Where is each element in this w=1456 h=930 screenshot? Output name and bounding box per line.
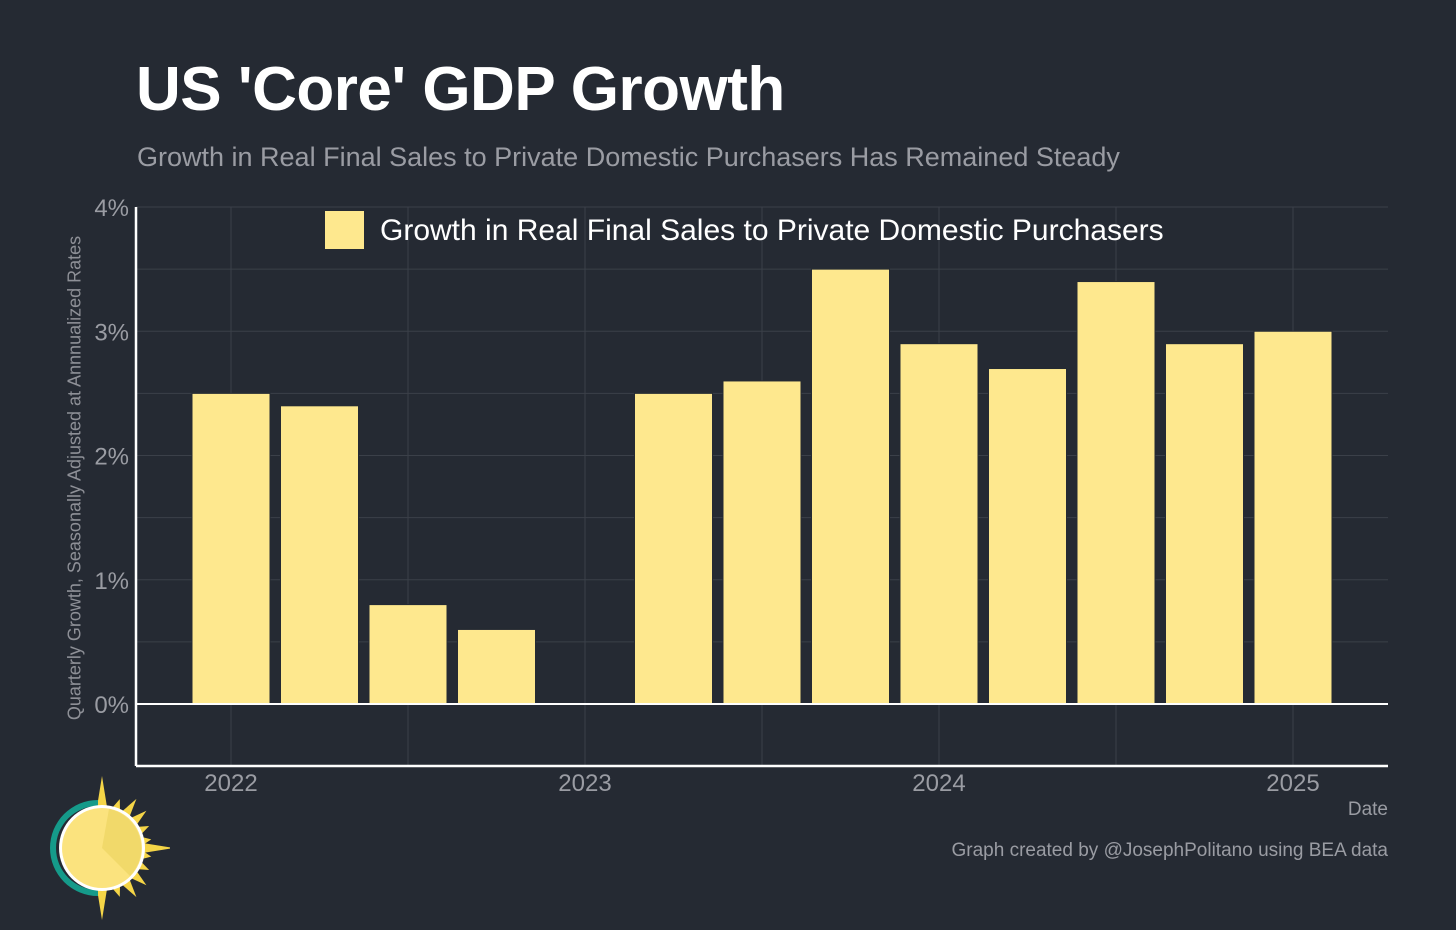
- bar-2024-q4: [1165, 343, 1244, 705]
- sun-logo-icon: [50, 776, 170, 920]
- x-tick-label: 2025: [1266, 770, 1319, 797]
- y-tick-label: 4%: [94, 195, 129, 222]
- sun-ray: [96, 776, 108, 811]
- bar-2025-q1: [1253, 330, 1333, 705]
- y-tick-labels: 0% 1% 2% 3% 4%: [94, 195, 129, 719]
- bar-2024-q3: [1076, 281, 1156, 705]
- credit-text: Graph created by @JosephPolitano using B…: [951, 840, 1388, 861]
- legend-swatch: [325, 211, 364, 249]
- bar-2023-q3: [722, 380, 802, 705]
- x-tick-label: 2024: [912, 770, 965, 797]
- y-tick-label: 3%: [94, 319, 129, 346]
- bar-2024-q1: [899, 343, 979, 705]
- x-tick-label: 2023: [558, 770, 611, 797]
- chart-subtitle: Growth in Real Final Sales to Private Do…: [137, 142, 1120, 172]
- axes: [134, 207, 1388, 768]
- x-axis-label: Date: [1347, 799, 1388, 820]
- sun-ray: [139, 842, 170, 854]
- legend: Growth in Real Final Sales to Private Do…: [325, 211, 1164, 249]
- sun-ray: [96, 885, 108, 920]
- y-tick-label: 1%: [94, 568, 129, 595]
- x-tick-labels: 2022 2023 2024 2025: [204, 770, 1319, 797]
- chart-title: US 'Core' GDP Growth: [136, 55, 785, 124]
- bar-2022-q3: [368, 604, 448, 705]
- bar-2024-q2: [988, 368, 1067, 705]
- y-tick-label: 0%: [94, 692, 129, 719]
- bar-2023-q4: [811, 268, 890, 705]
- bar-2022-q2: [280, 405, 359, 705]
- legend-label: Growth in Real Final Sales to Private Do…: [380, 214, 1164, 247]
- bar-2022-q4: [457, 628, 536, 705]
- bar-2022-q1: [191, 392, 271, 705]
- bar-2023-q2: [634, 392, 713, 705]
- x-tick-label: 2022: [204, 770, 257, 797]
- y-tick-label: 2%: [94, 444, 129, 471]
- bars: [191, 268, 1333, 705]
- y-axis-label: Quarterly Growth, Seasonally Adjusted at…: [64, 235, 85, 721]
